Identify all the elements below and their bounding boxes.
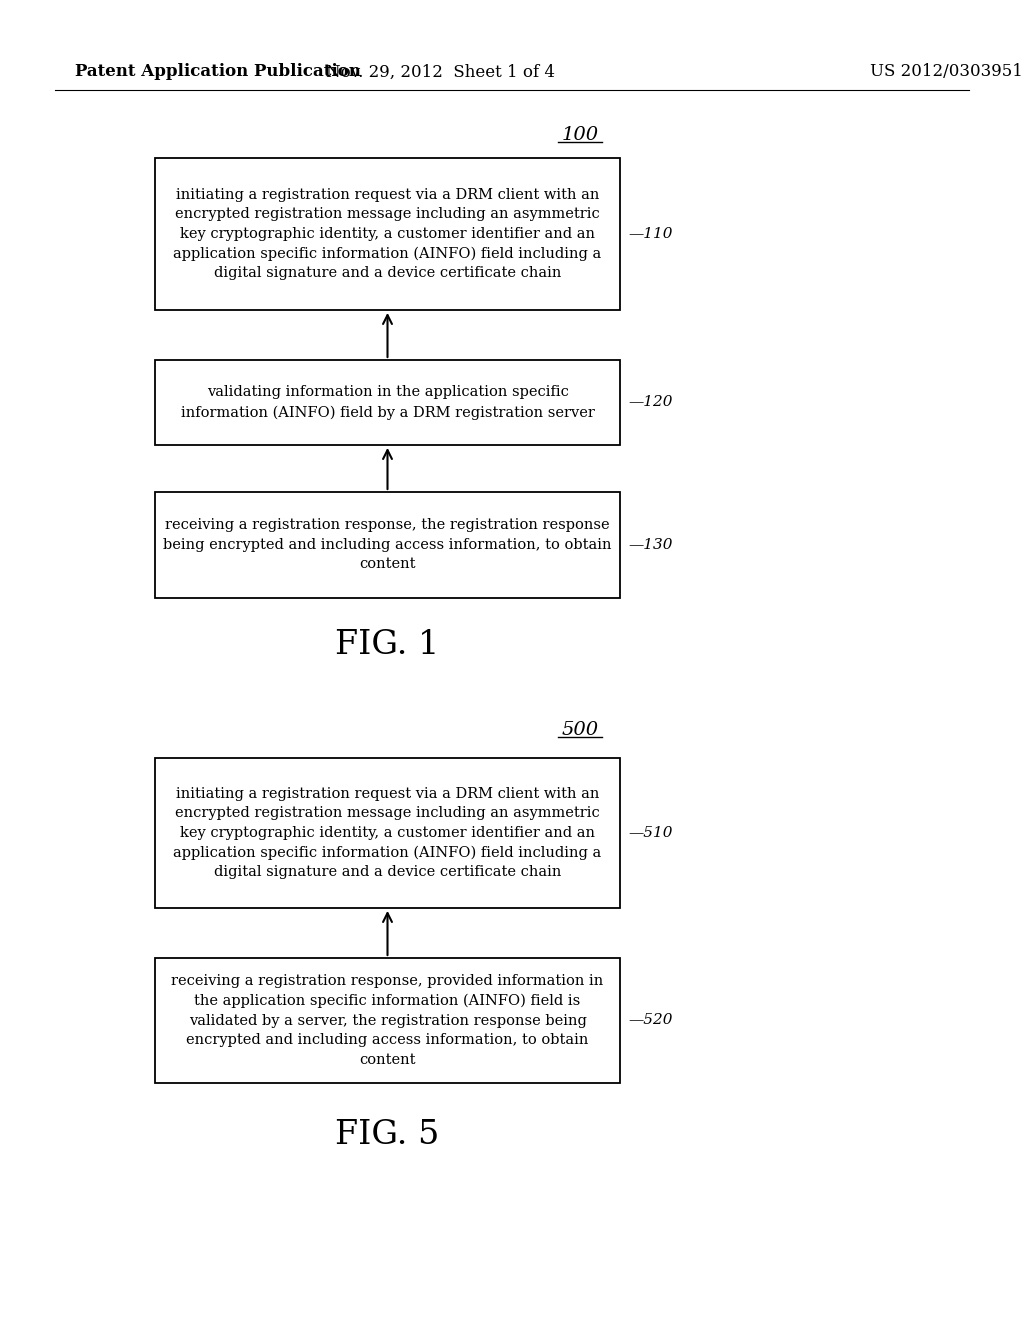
Bar [155,958,620,1082]
Text: initiating a registration request via a DRM client with an
encrypted registratio: initiating a registration request via a … [173,187,602,280]
Text: 100: 100 [561,125,599,144]
Text: FIG. 5: FIG. 5 [335,1119,439,1151]
Text: —110: —110 [628,227,673,242]
Text: —130: —130 [628,539,673,552]
Text: —520: —520 [628,1014,673,1027]
Text: validating information in the application specific
information (AINFO) field by : validating information in the applicatio… [180,385,595,420]
Text: initiating a registration request via a DRM client with an
encrypted registratio: initiating a registration request via a … [173,787,602,879]
Text: receiving a registration response, provided information in
the application speci: receiving a registration response, provi… [171,974,603,1067]
Text: —120: —120 [628,396,673,409]
Text: FIG. 1: FIG. 1 [336,630,439,661]
Bar [155,758,620,908]
Text: —510: —510 [628,826,673,840]
Text: US 2012/0303951 A1: US 2012/0303951 A1 [870,63,1024,81]
Bar [155,492,620,598]
Text: 500: 500 [561,721,599,739]
Text: Nov. 29, 2012  Sheet 1 of 4: Nov. 29, 2012 Sheet 1 of 4 [326,63,555,81]
Bar [155,360,620,445]
Text: Patent Application Publication: Patent Application Publication [75,63,360,81]
Text: receiving a registration response, the registration response
being encrypted and: receiving a registration response, the r… [163,519,611,572]
Bar [155,158,620,310]
